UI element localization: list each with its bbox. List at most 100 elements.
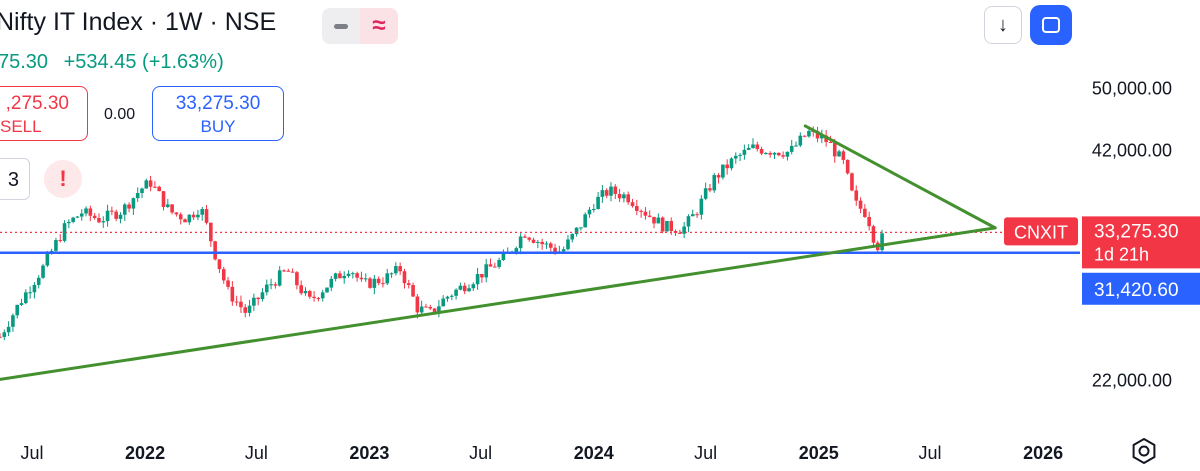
candle — [6, 326, 11, 333]
candle — [135, 192, 140, 199]
buy-button[interactable]: 33,275.30 BUY — [152, 86, 284, 141]
candle — [820, 135, 824, 139]
alert-icon[interactable]: ! — [44, 160, 82, 198]
candle — [699, 198, 704, 215]
minus-icon[interactable] — [322, 8, 360, 44]
candle — [432, 308, 437, 312]
candle — [144, 180, 149, 189]
candle — [622, 194, 626, 199]
candle — [260, 292, 265, 300]
candle — [19, 303, 24, 305]
candle — [221, 269, 226, 281]
candle — [475, 274, 480, 285]
candle — [312, 296, 316, 298]
y-tick-label: 42,000.00 — [1092, 141, 1172, 161]
candle — [531, 239, 536, 243]
candle — [230, 286, 235, 302]
candle — [660, 217, 665, 232]
candle — [316, 297, 321, 299]
candle — [880, 233, 884, 251]
x-tick-label: Jul — [20, 443, 43, 463]
x-tick-label: Jul — [245, 443, 268, 463]
candle — [579, 227, 583, 229]
price-change: +534.45 (+1.63%) — [63, 51, 224, 73]
download-icon[interactable]: ↓ — [984, 6, 1022, 44]
candle — [41, 265, 45, 278]
candle — [381, 283, 385, 285]
candle — [669, 220, 674, 232]
candle — [325, 287, 329, 293]
candle — [613, 186, 618, 194]
fullscreen-icon[interactable] — [1030, 5, 1072, 45]
candle — [501, 253, 506, 261]
x-tick-label: Jul — [469, 443, 492, 463]
candle — [411, 285, 415, 297]
candle — [690, 214, 695, 217]
candle — [561, 249, 566, 252]
candle — [544, 243, 549, 245]
candle — [338, 273, 342, 279]
candle — [458, 285, 463, 290]
candle — [28, 292, 32, 294]
candle — [148, 180, 153, 187]
candle — [794, 145, 798, 147]
candle — [587, 209, 592, 215]
candle — [363, 278, 368, 280]
candle — [764, 153, 768, 155]
candle — [484, 264, 489, 278]
candle — [695, 214, 699, 216]
candle — [656, 217, 661, 224]
candle — [110, 210, 114, 212]
spread-value: 0.00 — [104, 106, 136, 123]
candle — [686, 216, 691, 227]
candle — [807, 130, 811, 137]
candle — [536, 241, 540, 243]
candle — [200, 209, 205, 215]
settings-icon[interactable] — [1130, 437, 1158, 465]
candle — [716, 175, 721, 178]
wave-icon[interactable]: ≈ — [360, 8, 398, 44]
candle — [454, 289, 458, 296]
candle — [445, 296, 450, 299]
candle — [604, 190, 609, 196]
sell-button[interactable]: ,275.30 SELL — [0, 86, 88, 141]
candle — [0, 336, 2, 338]
candle — [269, 284, 273, 286]
buy-price: 33,275.30 — [175, 93, 261, 114]
candle — [217, 259, 222, 270]
candle — [45, 253, 50, 266]
candle — [858, 200, 863, 209]
candle — [15, 304, 20, 316]
support-axis-tag — [1082, 272, 1200, 305]
candle — [97, 218, 101, 223]
candle — [759, 149, 764, 154]
candle — [359, 277, 364, 280]
candle — [742, 149, 747, 155]
indicator-count-button[interactable]: 3 — [0, 158, 30, 200]
candle — [437, 306, 441, 312]
candle — [2, 332, 7, 337]
candle — [424, 306, 428, 308]
candle — [157, 186, 162, 192]
x-tick-label: 2022 — [125, 443, 165, 463]
chart-title: Nifty IT Index · 1W · NSE — [0, 8, 277, 36]
candle — [850, 173, 854, 191]
candle — [652, 216, 656, 224]
candle — [772, 152, 777, 155]
candle — [415, 296, 420, 313]
candle — [398, 266, 402, 272]
candle — [92, 215, 97, 219]
support-axis-label: 31,420.60 — [1094, 280, 1179, 301]
candle — [114, 211, 118, 219]
candle — [196, 214, 200, 218]
symbol-tag-label: CNXIT — [1014, 222, 1068, 242]
candle — [84, 208, 88, 214]
y-tick-label: 22,000.00 — [1092, 370, 1172, 390]
candle — [867, 216, 871, 227]
candle — [174, 212, 179, 215]
candle — [785, 151, 790, 157]
candle — [131, 198, 136, 209]
candle — [514, 248, 519, 252]
candle — [187, 214, 192, 223]
